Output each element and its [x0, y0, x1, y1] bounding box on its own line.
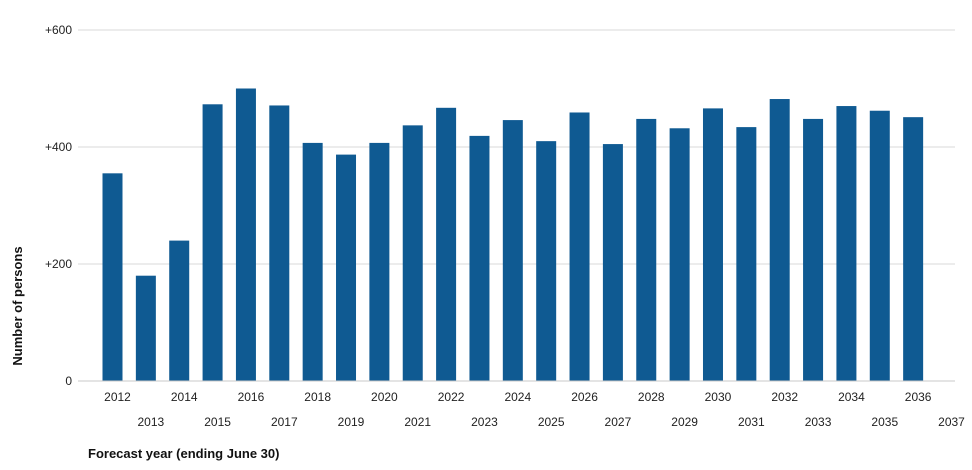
bar-2022 [436, 107, 457, 382]
bar-2015 [202, 104, 223, 382]
bar-2028 [636, 118, 657, 382]
x-tick-label: 2026 [571, 390, 598, 404]
x-tick-label: 2029 [671, 415, 698, 429]
x-tick-label: 2021 [404, 415, 431, 429]
bar-2026 [569, 112, 590, 382]
y-tick-label: +200 [45, 257, 72, 271]
x-axis-tick-labels: 2012 2013 2014 2015 2016 2017 2018 2019 2020 2021… [104, 390, 965, 429]
bar-2034 [836, 106, 857, 382]
x-tick-label: 2023 [471, 415, 498, 429]
x-tick-label: 2034 [838, 390, 865, 404]
x-tick-label: 2012 [104, 390, 131, 404]
bar-2024 [502, 120, 523, 381]
y-tick-label: 0 [65, 374, 72, 388]
x-tick-label: 2013 [138, 415, 165, 429]
x-axis-title: Forecast year (ending June 30) [88, 446, 279, 461]
bar-2030 [702, 108, 723, 381]
bar-2036 [903, 117, 924, 381]
y-tick-label: +400 [45, 140, 72, 154]
x-tick-label: 2024 [504, 390, 531, 404]
bar-2029 [669, 128, 690, 381]
x-tick-label: 2016 [238, 390, 265, 404]
x-tick-label: 2025 [538, 415, 565, 429]
bar-2027 [602, 144, 623, 381]
x-tick-label: 2022 [438, 390, 465, 404]
x-tick-label: 2015 [204, 415, 231, 429]
bar-2035 [869, 110, 890, 381]
x-tick-label: 2037 [938, 415, 965, 429]
bar-2033 [803, 118, 824, 382]
bar-2031 [736, 127, 757, 381]
bar-2014 [169, 240, 190, 381]
x-tick-label: 2028 [638, 390, 665, 404]
bar-2016 [235, 88, 256, 381]
bars [102, 88, 924, 382]
x-tick-label: 2032 [771, 390, 798, 404]
x-tick-label: 2027 [605, 415, 632, 429]
x-tick-label: 2019 [338, 415, 365, 429]
bar-2012 [102, 173, 123, 381]
bar-2021 [402, 125, 423, 381]
bar-2017 [269, 105, 290, 381]
bar-2019 [336, 154, 357, 381]
y-tick-label: +600 [45, 23, 72, 37]
x-tick-label: 2035 [871, 415, 898, 429]
x-tick-label: 2017 [271, 415, 298, 429]
bar-2025 [536, 141, 557, 381]
bar-2020 [369, 142, 390, 381]
x-tick-label: 2014 [171, 390, 198, 404]
y-axis-title: Number of persons [10, 246, 25, 365]
x-tick-label: 2030 [705, 390, 732, 404]
x-tick-label: 2033 [805, 415, 832, 429]
x-tick-label: 2031 [738, 415, 765, 429]
x-tick-label: 2018 [304, 390, 331, 404]
bar-2023 [469, 135, 490, 381]
bar-2018 [302, 142, 323, 381]
bar-2032 [769, 99, 790, 381]
bar-2013 [135, 275, 156, 381]
x-tick-label: 2020 [371, 390, 398, 404]
x-tick-label: 2036 [905, 390, 932, 404]
y-axis-tick-labels: 0 +200 +400 +600 [45, 23, 72, 388]
